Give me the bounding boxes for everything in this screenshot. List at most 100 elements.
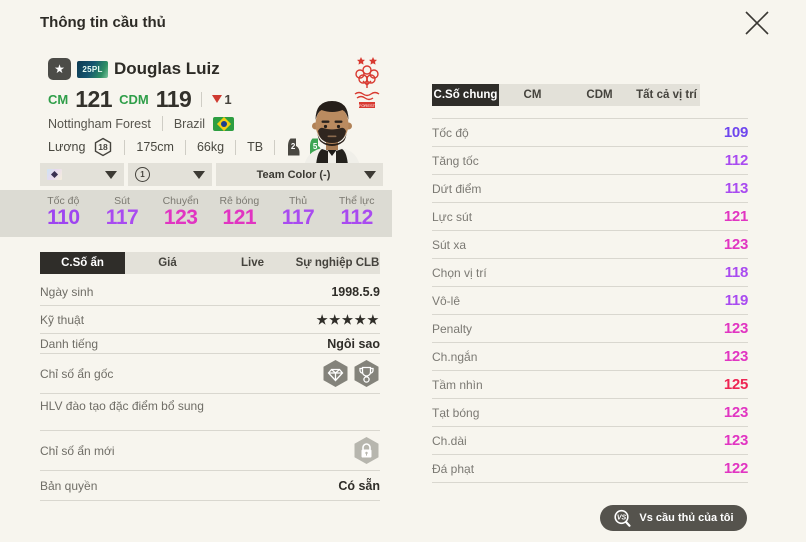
club-crest-icon: FOREST [354, 57, 380, 108]
attribute-value: 123 [723, 320, 748, 337]
weight-value: 66kg [196, 140, 225, 154]
detail-tab[interactable]: Live [210, 252, 295, 274]
close-icon [745, 11, 769, 35]
quick-stat-label: Tốc độ [47, 195, 80, 207]
position-label: CDM [119, 91, 149, 107]
attribute-row: Ch.dài 123 [432, 427, 748, 455]
attribute-label: Ch.ngắn [432, 349, 478, 364]
bio-row: Lương 18 175cm 66kg TB 2 5 [48, 137, 322, 157]
page-title: Thông tin cầu thủ [40, 14, 166, 31]
divider [235, 139, 237, 155]
attribute-value: 125 [723, 376, 748, 393]
svg-text:18: 18 [99, 142, 109, 152]
height-value: 175cm [136, 140, 174, 154]
attribute-label: Ch.dài [432, 433, 467, 448]
quick-stats-band: Tốc độ 110 Sút 117 Chuyển 123 Rê bóng 12… [0, 190, 392, 237]
foot-label: TB [247, 140, 264, 154]
detail-tab[interactable]: Sự nghiệp CLB [295, 252, 380, 274]
divider [201, 91, 203, 107]
attribute-tab[interactable]: Tất cả vị trí [633, 84, 700, 106]
attribute-value: 109 [723, 124, 748, 141]
attribute-row: Dứt điểm 113 [432, 175, 748, 203]
team-color-label: Team Color (-) [256, 168, 331, 181]
chevron-down-icon [193, 170, 205, 179]
attribute-value: 121 [723, 208, 748, 225]
attribute-label: Penalty [432, 321, 473, 336]
attribute-value: 123 [723, 432, 748, 449]
compare-button-label: Vs cầu thủ của tôi [639, 512, 734, 524]
attribute-tab[interactable]: C.Số chung [432, 84, 499, 106]
grade-icon: 1 [135, 167, 150, 182]
quick-stat: Rê bóng 121 [210, 195, 269, 229]
weak-foot-icon: 2 [286, 138, 300, 156]
quick-stat-label: Sút [114, 195, 130, 207]
detail-tab[interactable]: C.Số ẩn [40, 252, 125, 274]
skill-stars: ★★★★★ [316, 313, 380, 327]
attribute-label: Sút xa [432, 237, 467, 252]
salary-label: Lương [48, 140, 86, 154]
hidden-stats-row: Chỉ số ẩn gốc [40, 354, 380, 394]
attribute-row: Ch.ngắn 123 [432, 343, 748, 371]
divider [274, 139, 276, 155]
birth-row: Ngày sinh 1998.5.9 [40, 278, 380, 306]
attribute-row: Tầm nhìn 125 [432, 371, 748, 399]
attribute-label: Tăng tốc [432, 153, 479, 168]
detail-tab[interactable]: Giá [125, 252, 210, 274]
license-row: Bản quyền Có sẵn [40, 471, 380, 501]
detail-tabbar: C.Số ẩn Giá Live Sự nghiệp CLB [40, 252, 380, 274]
quick-stat: Tốc độ 110 [34, 195, 93, 229]
compare-with-my-player-button[interactable]: VS Vs cầu thủ của tôi [600, 505, 747, 531]
attribute-value: 123 [723, 236, 748, 253]
attribute-label: Lực sút [432, 209, 473, 224]
rank-drop-indicator: 1 [212, 92, 232, 107]
chevron-down-icon [364, 170, 376, 179]
attribute-row: Tạt bóng 123 [432, 399, 748, 427]
quick-stat-value: 110 [47, 206, 80, 229]
brazil-flag-icon [213, 116, 235, 131]
attribute-tab[interactable]: CDM [566, 84, 633, 106]
attribute-value: 123 [723, 404, 748, 421]
attribute-row: Tốc độ 109 [432, 119, 748, 147]
chevron-down-icon [105, 170, 117, 179]
attribute-tab[interactable]: CM [499, 84, 566, 106]
attribute-row: Tăng tốc 112 [432, 147, 748, 175]
divider [184, 139, 186, 155]
fame-row: Danh tiếng Ngôi sao [40, 334, 380, 354]
club-nation-row: Nottingham Forest Brazil [48, 116, 235, 131]
attribute-label: Dứt điểm [432, 181, 482, 196]
lock-icon [354, 437, 379, 464]
attribute-row: Vô-lê 119 [432, 287, 748, 315]
vs-search-icon: VS [614, 509, 632, 527]
attribute-row: Penalty 123 [432, 315, 748, 343]
grade-dropdown[interactable]: 1 [128, 163, 212, 186]
attribute-label: Tạt bóng [432, 405, 480, 420]
salary-badge-icon: 18 [95, 137, 112, 157]
attribute-tabbar: C.Số chung CM CDM Tất cả vị trí [432, 84, 700, 106]
attribute-row: Chọn vị trí 118 [432, 259, 748, 287]
position-rating: 119 [155, 85, 192, 112]
quick-stat-label: Chuyển [162, 195, 199, 207]
quick-stat-label: Thể lực [338, 195, 375, 207]
quick-stat: Sút 117 [93, 195, 152, 229]
attribute-label: Tầm nhìn [432, 377, 483, 392]
nation-name: Brazil [173, 116, 206, 131]
quick-stat: Thể lực 112 [327, 195, 386, 229]
position-rating: 121 [75, 85, 113, 112]
skill-row: Kỹ thuật ★★★★★ [40, 306, 380, 334]
team-color-dropdown[interactable]: Team Color (-) [216, 163, 383, 186]
card-chip-icon [47, 169, 62, 180]
attribute-value: 113 [724, 180, 749, 197]
attribute-value: 119 [724, 292, 749, 309]
attribute-value: 118 [724, 264, 749, 281]
attribute-row: Đá phạt 122 [432, 455, 748, 483]
card-type-dropdown[interactable] [40, 163, 124, 186]
attribute-value: 123 [723, 348, 748, 365]
close-button[interactable] [738, 4, 776, 42]
gem-trait-icon [323, 360, 348, 387]
attribute-list: Tốc độ 109 Tăng tốc 112 Dứt điểm 113 Lực… [432, 118, 748, 483]
quick-stat-value: 123 [163, 206, 198, 229]
attribute-row: Lực sút 121 [432, 203, 748, 231]
attribute-label: Tốc độ [432, 125, 469, 140]
svg-text:FOREST: FOREST [359, 103, 376, 108]
